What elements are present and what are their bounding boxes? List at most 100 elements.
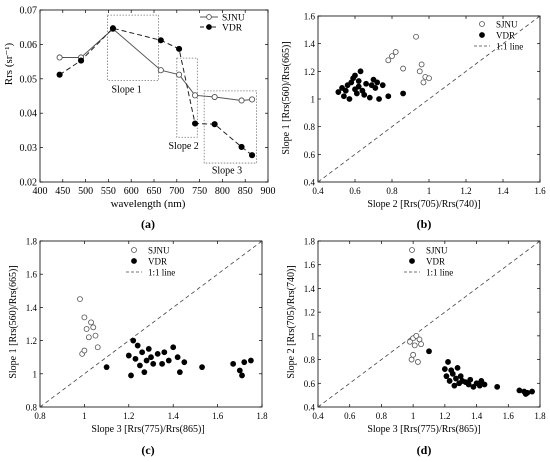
legend-label: VDR xyxy=(426,257,445,267)
point-sjnu xyxy=(385,57,392,64)
point-vdr xyxy=(441,366,448,372)
y-tick-label: 1.4 xyxy=(26,303,38,313)
point-sjnu xyxy=(88,319,94,326)
point-vdr xyxy=(125,352,132,359)
x-tick-label: 1.8 xyxy=(534,411,546,421)
legend-label: SJNU xyxy=(148,246,170,256)
plot-frame xyxy=(39,240,263,408)
point-vdr xyxy=(361,91,368,98)
series-line-sjnu xyxy=(59,28,253,101)
plot-frame xyxy=(39,9,269,183)
point-vdr xyxy=(374,79,381,86)
point-vdr xyxy=(445,359,451,365)
point-sjnu xyxy=(90,324,97,331)
point-sjnu xyxy=(413,33,419,40)
point-vdr xyxy=(159,360,166,367)
point-vdr xyxy=(130,337,137,344)
point-vdr xyxy=(176,45,183,52)
point-vdr xyxy=(385,93,392,100)
x-tick-label: 0.8 xyxy=(376,411,388,421)
point-sjnu xyxy=(94,344,101,351)
point-vdr xyxy=(134,342,141,349)
point-vdr xyxy=(241,359,248,366)
y-tick-label: 1.2 xyxy=(304,67,315,77)
slope-box xyxy=(107,14,159,81)
point-vdr xyxy=(454,364,461,371)
point-sjnu xyxy=(157,67,164,74)
point-vdr xyxy=(236,367,243,374)
y-tick-label: 0.02 xyxy=(20,178,38,189)
point-vdr xyxy=(457,373,464,380)
x-tick-label: 1.4 xyxy=(497,186,509,196)
legend-label: VDR xyxy=(222,24,243,34)
x-tick-label: 1 xyxy=(411,411,416,421)
x-tick-label: 450 xyxy=(55,186,70,197)
point-vdr xyxy=(355,83,362,90)
point-vdr xyxy=(355,78,362,84)
x-tick-label: 1.6 xyxy=(503,411,515,421)
y-tick-label: 0.6 xyxy=(304,150,316,160)
x-tick-label: 1.6 xyxy=(212,411,224,421)
point-sjnu xyxy=(407,338,413,345)
point-sjnu xyxy=(426,75,432,82)
point-vdr xyxy=(154,350,161,357)
panel-b-plot: 0.4 0.6 0.8 1 1.2 1.4 1.6 0.4 0.6 0.8 1 1.2 1.4 1.6 SJ… xyxy=(304,12,546,197)
point-sjnu xyxy=(81,314,88,321)
y-tick-label: 1 xyxy=(311,331,316,341)
x-tick-label: 800 xyxy=(215,186,230,197)
x-tick-label: 1.2 xyxy=(439,411,450,421)
y-tick-label: 0.05 xyxy=(20,74,38,85)
y-tick-label: 0.03 xyxy=(20,143,38,154)
point-vdr xyxy=(199,364,205,371)
point-sjnu xyxy=(411,342,418,349)
point-vdr xyxy=(376,96,382,102)
y-tick-label: 0.06 xyxy=(20,40,38,51)
legend-marker-vdr xyxy=(479,32,485,38)
x-tick-label: 400 xyxy=(33,186,48,197)
point-vdr xyxy=(230,360,237,367)
y-tick-label: 0.4 xyxy=(304,403,316,413)
point-vdr xyxy=(476,382,483,389)
point-vdr xyxy=(529,388,535,395)
legend-label: VDR xyxy=(496,31,515,41)
point-sjnu xyxy=(400,65,407,72)
x-tick-label: 1.2 xyxy=(460,186,471,196)
point-vdr xyxy=(103,364,110,371)
panel-b-label: (b) xyxy=(417,217,432,231)
y-tick-label: 0.04 xyxy=(20,109,38,120)
x-tick-label: 0.6 xyxy=(344,411,356,421)
y-tick-label: 0.8 xyxy=(304,122,316,132)
point-vdr xyxy=(363,80,370,87)
y-tick-label: 1 xyxy=(33,369,38,379)
panel-b-xlabel: Slope 2 [Rrs(705)/Rrs(740)] xyxy=(367,199,480,210)
slope-label: Slope 1 xyxy=(111,85,141,96)
legend-label: 1:1 line xyxy=(426,268,453,278)
point-vdr xyxy=(366,94,373,101)
legend-label: SJNU xyxy=(222,14,245,24)
x-tick-label: 1 xyxy=(427,186,432,196)
y-tick-label: 1.4 xyxy=(304,284,316,294)
point-vdr xyxy=(357,68,364,75)
point-vdr xyxy=(176,369,183,376)
point-sjnu xyxy=(83,326,90,332)
point-vdr xyxy=(132,355,139,362)
point-vdr xyxy=(426,348,432,355)
y-tick-label: 0.4 xyxy=(304,178,316,188)
point-vdr xyxy=(400,90,407,97)
point-vdr xyxy=(211,121,218,128)
one-to-one-line xyxy=(39,240,263,408)
point-vdr xyxy=(136,362,143,369)
legend-label: 1:1 line xyxy=(148,268,175,278)
point-vdr xyxy=(191,120,199,127)
x-tick-label: 0.4 xyxy=(312,186,324,196)
point-sjnu xyxy=(410,351,417,358)
y-tick-label: 1.4 xyxy=(304,39,316,49)
legend-marker-sjnu xyxy=(131,247,137,253)
y-tick-label: 1.2 xyxy=(26,336,37,346)
point-vdr xyxy=(451,382,458,389)
point-vdr xyxy=(141,369,148,376)
y-tick-label: 1.6 xyxy=(26,270,38,280)
point-sjnu xyxy=(77,296,83,303)
slope-label: Slope 2 xyxy=(168,141,198,152)
point-vdr xyxy=(238,143,245,150)
